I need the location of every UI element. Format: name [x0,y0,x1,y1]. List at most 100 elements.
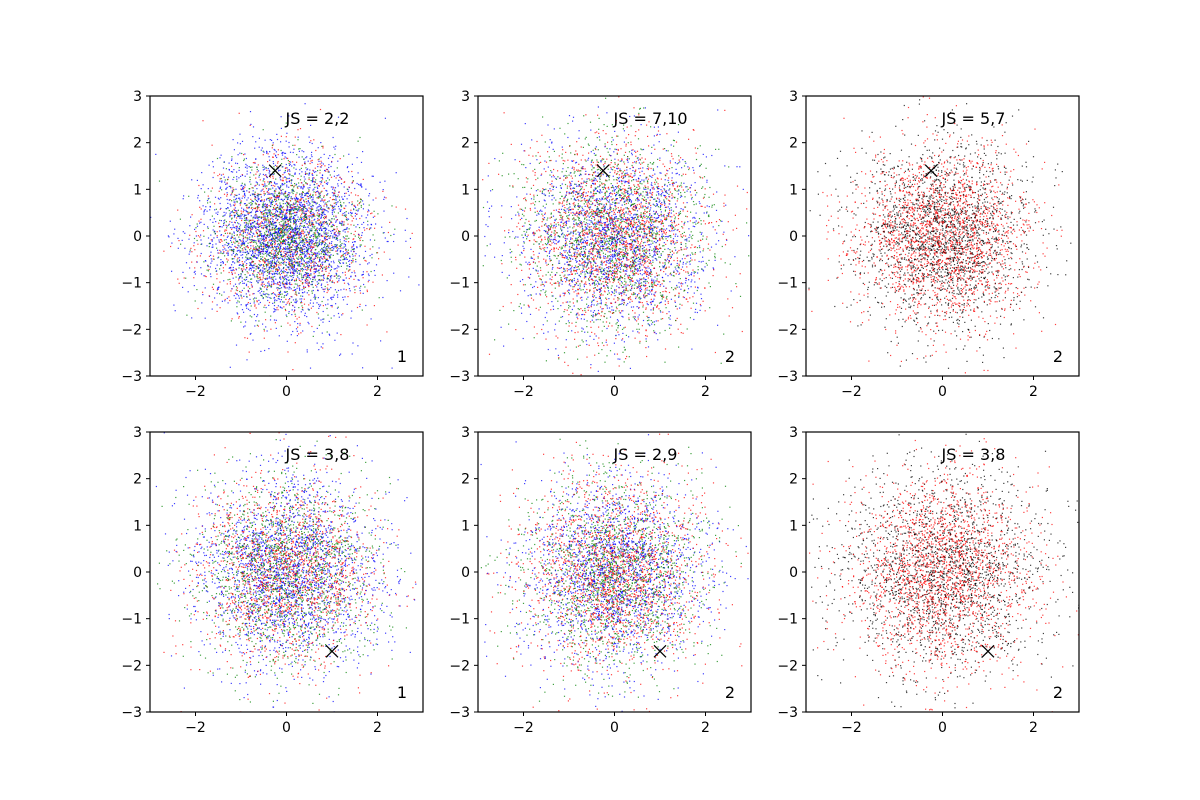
scatter-point [288,227,291,229]
scatter-point [275,257,277,259]
scatter-point [258,299,260,301]
scatter-point [236,162,239,165]
scatter-point [311,208,313,210]
scatter-point [270,181,272,183]
scatter-point [278,284,280,286]
scatter-point [339,158,341,160]
scatter-point [274,196,276,198]
scatter-point [269,235,271,238]
scatter-point [298,218,300,220]
scatter-point [262,206,264,208]
scatter-point [325,221,327,224]
scatter-point [304,216,306,218]
scatter-point [250,305,252,307]
scatter-point [327,170,329,172]
scatter-point [226,258,228,260]
scatter-point [264,184,266,186]
scatter-point [256,266,258,268]
scatter-point [312,238,315,240]
scatter-point [244,203,246,205]
scatter-point [271,147,273,149]
scatter-point [367,273,370,275]
scatter-point [296,261,298,263]
scatter-point [273,308,275,310]
scatter-point [266,206,268,208]
scatter-point [286,213,288,215]
scatter-point [279,257,281,259]
scatter-point [303,226,305,228]
scatter-point [318,243,320,245]
scatter-point [282,301,284,303]
scatter-point [268,266,270,268]
scatter-point [309,157,311,160]
scatter-point [288,244,291,247]
scatter-point [260,216,262,219]
scatter-point [191,317,193,319]
scatter-point [271,240,273,242]
scatter-point [301,210,303,212]
scatter-point [196,261,198,263]
scatter-point [278,298,280,300]
scatter-point [222,249,224,251]
scatter-point [290,182,292,184]
scatter-point [276,210,279,212]
scatter-point [311,240,313,242]
scatter-point [320,224,322,226]
scatter-point [236,289,239,292]
scatter-point [263,249,265,251]
scatter-point [310,211,312,213]
scatter-point [350,192,352,194]
scatter-point [306,236,308,238]
scatter-point [214,297,216,299]
scatter-point [283,224,285,226]
scatter-point [317,206,319,208]
scatter-point [259,193,261,195]
scatter-point [287,206,289,208]
scatter-point [332,223,334,226]
scatter-point [269,198,271,201]
scatter-point [314,218,316,220]
scatter-point [244,217,246,219]
scatter-point [384,180,386,182]
scatter-point [190,247,192,249]
scatter-point [332,157,334,159]
scatter-point [297,227,299,230]
scatter-point [249,302,251,304]
scatter-point [244,214,246,216]
scatter-point [275,155,277,157]
scatter-point [251,193,253,195]
scatter-point [285,264,287,266]
scatter-point [243,215,245,218]
scatter-point [282,209,285,211]
scatter-point [313,233,315,235]
scatter-point [265,239,267,241]
scatter-point [240,291,242,293]
scatter-point [335,250,337,252]
scatter-point [305,239,307,241]
scatter-point [210,254,212,256]
scatter-point [290,209,292,211]
scatter-point [257,266,259,268]
scatter-point [269,159,271,161]
scatter-point [355,194,357,196]
scatter-point [202,291,204,293]
scatter-point [222,261,224,263]
scatter-point [234,203,236,205]
scatter-point [289,163,291,165]
scatter-point [330,220,332,222]
scatter-point [297,244,299,246]
scatter-point [211,215,213,217]
scatter-point [262,248,265,250]
scatter-point [245,304,247,306]
scatter-point [291,261,293,263]
scatter-point [258,146,260,148]
scatter-point [207,198,209,200]
scatter-point [195,227,197,229]
scatter-point [220,264,222,267]
scatter-point [303,151,305,153]
scatter-point [236,171,238,173]
scatter-point [279,287,281,290]
scatter-point [268,301,271,304]
scatter-point [355,275,357,277]
scatter-point [290,197,292,199]
